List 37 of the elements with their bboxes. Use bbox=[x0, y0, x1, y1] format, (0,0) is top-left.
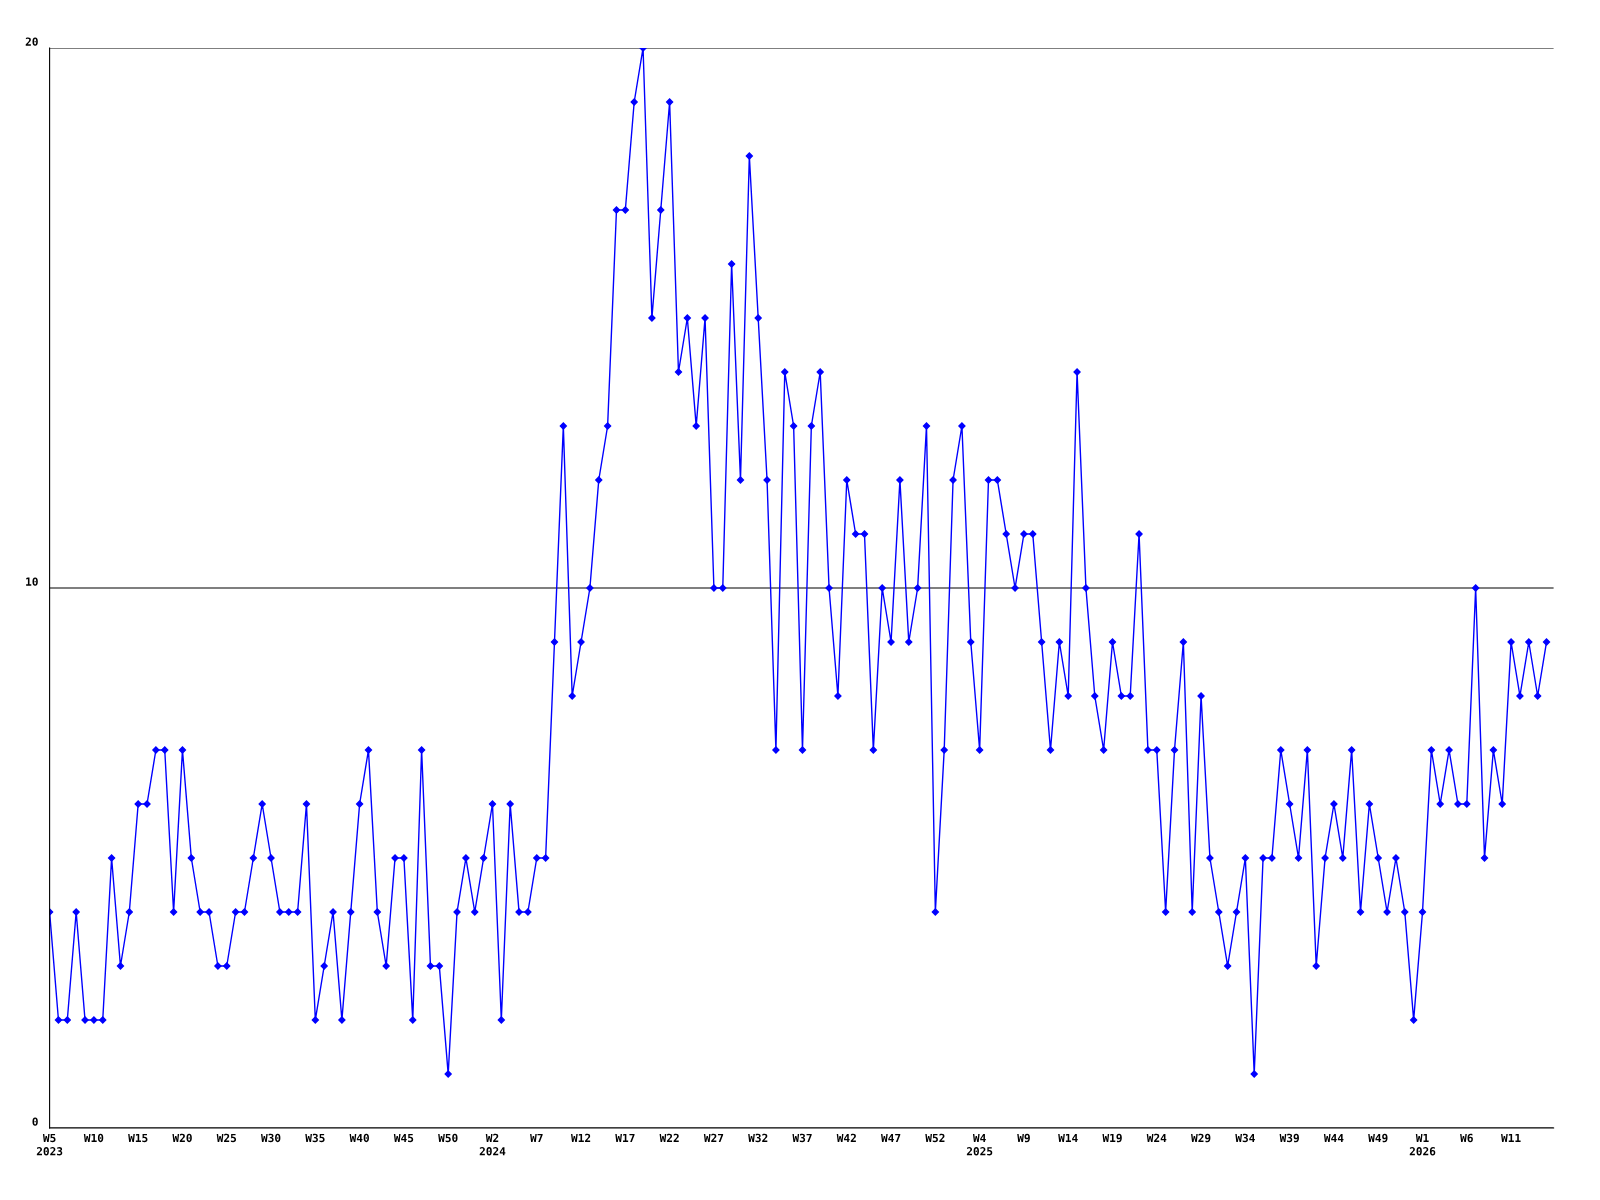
x-tick-label: W4 2025 bbox=[966, 1133, 993, 1156]
x-tick-label: W52 bbox=[925, 1133, 945, 1143]
x-tick-label: W15 bbox=[128, 1133, 148, 1143]
x-tick-label: W19 bbox=[1102, 1133, 1122, 1143]
x-tick-label: W1 2026 bbox=[1409, 1133, 1436, 1156]
x-tick-label: W5 2023 bbox=[36, 1133, 63, 1156]
x-tick-label: W44 bbox=[1323, 1133, 1344, 1142]
x-tick-label: W50 bbox=[438, 1133, 458, 1143]
x-tick-label: W2 2024 bbox=[479, 1133, 506, 1156]
x-tick-label: W39 bbox=[1279, 1133, 1299, 1143]
x-tick-label: W29 bbox=[1191, 1133, 1211, 1143]
x-tick-label: W37 bbox=[792, 1133, 812, 1143]
x-tick-label: W27 bbox=[703, 1133, 724, 1142]
x-tick-label: W10 bbox=[83, 1133, 104, 1143]
x-tick-label: W7 bbox=[530, 1133, 543, 1142]
x-tick-label: W45 bbox=[393, 1133, 414, 1143]
x-tick-label: W25 bbox=[216, 1133, 237, 1143]
x-tick-label: W42 bbox=[836, 1133, 856, 1142]
x-tick-label: W24 bbox=[1146, 1133, 1167, 1142]
x-tick-label: W9 bbox=[1017, 1133, 1030, 1143]
x-tick-label: W30 bbox=[261, 1133, 281, 1143]
x-tick-label: W49 bbox=[1368, 1133, 1388, 1143]
x-tick-label: W40 bbox=[349, 1133, 369, 1143]
x-tick-label: W6 bbox=[1460, 1133, 1473, 1143]
x-tick-label: W34 bbox=[1235, 1133, 1255, 1143]
x-tick-label: W22 bbox=[659, 1133, 679, 1142]
y-tick-label: 20 bbox=[25, 37, 38, 46]
x-tick-label: W47 bbox=[881, 1133, 901, 1142]
y-tick-label: 10 bbox=[26, 577, 38, 586]
x-tick-label: W17 bbox=[615, 1133, 635, 1142]
x-tick-label: W14 bbox=[1058, 1133, 1078, 1142]
x-tick-label: W32 bbox=[748, 1133, 768, 1143]
x-tick-label: W20 bbox=[172, 1133, 192, 1143]
x-tick-label: W35 bbox=[305, 1133, 325, 1143]
y-tick-label: 0 bbox=[32, 1117, 38, 1126]
x-tick-label: W11 bbox=[1501, 1133, 1521, 1142]
x-tick-label: W12 bbox=[571, 1133, 591, 1142]
